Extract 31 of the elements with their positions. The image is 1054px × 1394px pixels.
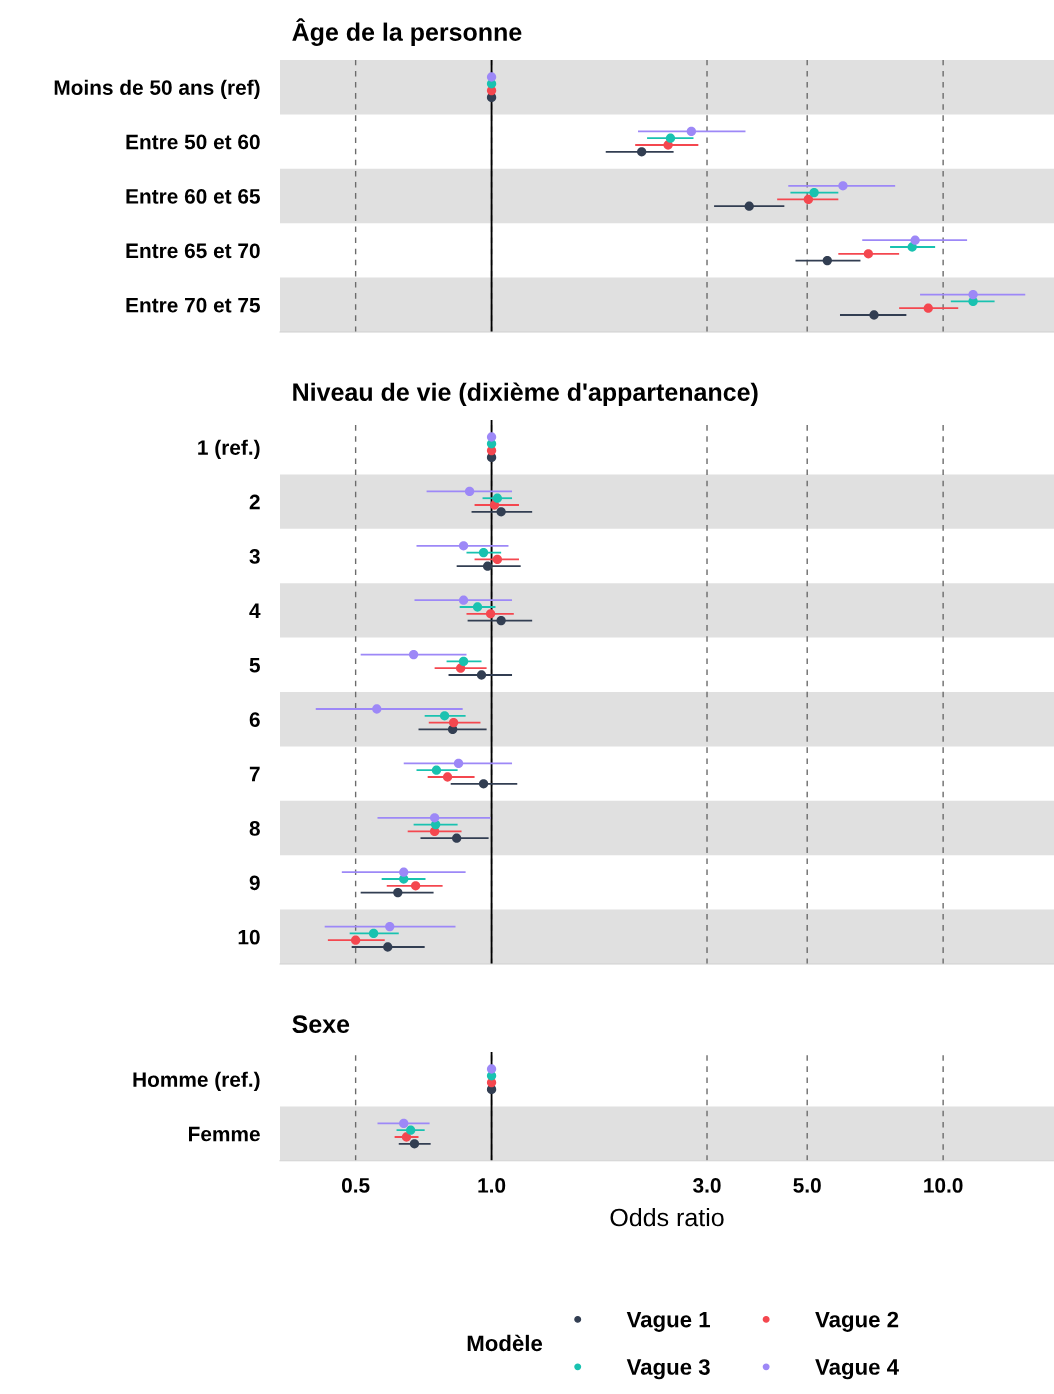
x-tick-label: 3.0 [693, 1178, 721, 1193]
y-tick-label: 3 [249, 549, 260, 564]
y-tick-label: 7 [249, 766, 260, 782]
legend-label: Vague 3 [626, 1359, 710, 1380]
y-tick-label: 5 [249, 658, 260, 673]
y-tick-label: Moins de 50 ans (ref) [54, 79, 260, 100]
y-tick-label: 4 [249, 603, 261, 618]
x-tick-label: 5.0 [793, 1178, 821, 1193]
y-tick-label: Homme (ref.) [133, 1071, 260, 1092]
y-tick-label: Entre 65 et 70 [126, 243, 260, 259]
x-axis-title: Odds ratio [610, 1208, 724, 1227]
y-tick-label: 1 (ref.) [198, 439, 260, 460]
x-tick-label: 10.0 [924, 1178, 963, 1193]
y-tick-label: Entre 70 et 75 [126, 297, 260, 313]
legend-title: Modèle [467, 1334, 543, 1352]
y-tick-label: 9 [249, 875, 260, 891]
chart-title: Niveau de vie (dixième d'appartenance) [293, 382, 758, 406]
x-tick-label: 0.5 [341, 1178, 370, 1193]
legend-label: Vague 1 [626, 1311, 710, 1332]
y-tick-label: 8 [249, 821, 260, 836]
y-tick-label: 6 [249, 712, 260, 727]
chart-title: Âge de la personne [292, 18, 522, 46]
legend-label: Vague 2 [815, 1311, 899, 1332]
x-tick-label: 1.0 [478, 1178, 506, 1193]
legend-label: Vague 4 [815, 1359, 899, 1380]
y-tick-label: 2 [249, 494, 260, 510]
y-tick-label: 10 [238, 929, 260, 945]
chart-title: Sexe [292, 1015, 350, 1034]
y-tick-label: Femme [189, 1126, 260, 1142]
y-tick-label: Entre 50 et 60 [126, 134, 260, 150]
y-tick-label: Entre 60 et 65 [126, 189, 260, 204]
